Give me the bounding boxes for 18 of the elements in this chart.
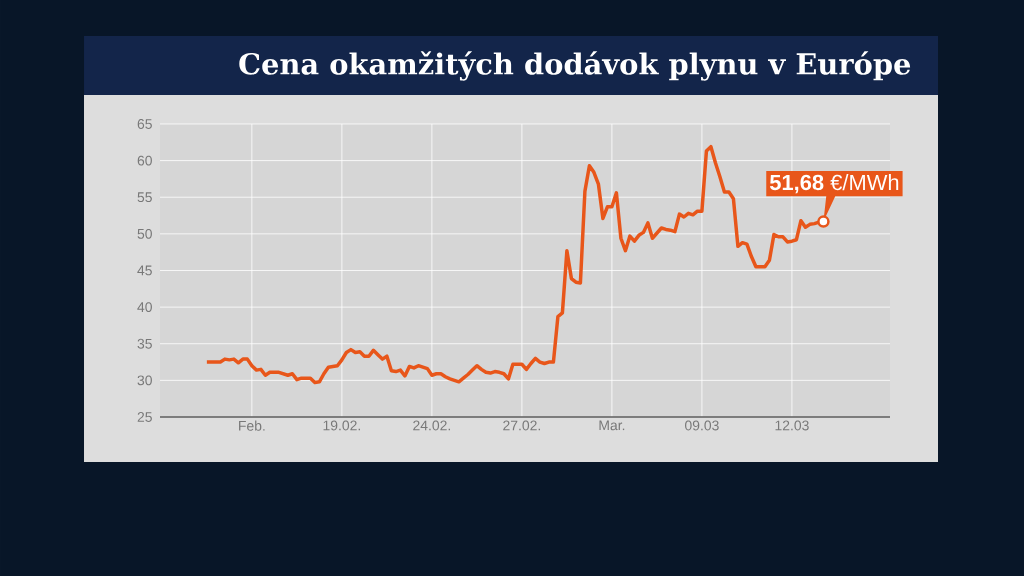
x-tick-label: Feb. (239, 420, 265, 431)
y-tick-label: 50 (137, 228, 152, 239)
x-tick-label: 19.02. (323, 420, 360, 431)
y-tick-label: 60 (137, 155, 152, 166)
x-tick-label: Mar. (599, 420, 625, 431)
y-tick-label: 55 (137, 192, 152, 203)
chart-title: Cena okamžitých dodávok plynu v Európe (239, 51, 911, 81)
y-tick-label: 45 (137, 265, 152, 276)
annotation: 51,68 €/MWh (769, 174, 899, 194)
x-tick-label: 27.02. (503, 420, 541, 431)
x-tick-label: 24.02. (413, 420, 450, 431)
y-tick-label: 30 (137, 375, 152, 386)
y-tick-label: 25 (137, 412, 152, 422)
x-tick-label: 12.03 (775, 420, 809, 431)
y-tick-label: 40 (137, 302, 152, 313)
x-tick-label: 09.03 (685, 420, 719, 431)
y-tick-label: 35 (137, 338, 152, 349)
y-tick-label: 65 (137, 119, 152, 129)
